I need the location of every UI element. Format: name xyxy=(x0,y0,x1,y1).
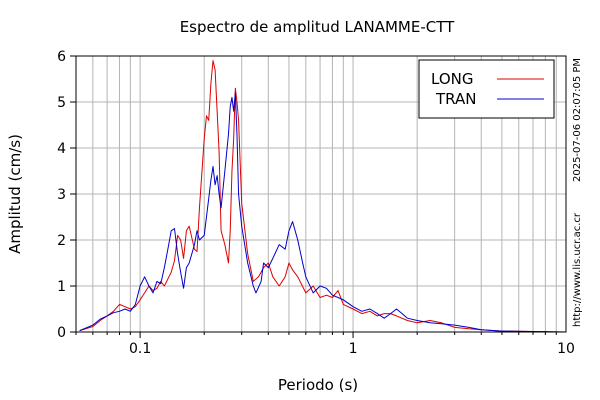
y-tick-label: 0 xyxy=(57,325,66,341)
y-tick-label: 3 xyxy=(57,187,66,203)
grid xyxy=(75,56,566,332)
y-tick-label: 5 xyxy=(57,95,66,111)
legend-label-long: LONG xyxy=(431,70,473,88)
tick-layer: 0 1 2 3 4 5 6 0.1 1 10 xyxy=(57,49,575,357)
y-tick-label: 2 xyxy=(57,233,66,249)
y-axis-label: Amplitud (cm/s) xyxy=(6,134,24,254)
legend: LONG TRAN xyxy=(418,59,555,119)
x-axis-label: Periodo (s) xyxy=(278,376,358,394)
y-tick-label: 1 xyxy=(57,279,66,295)
legend-label-tran: TRAN xyxy=(435,90,476,108)
legend-box xyxy=(418,59,555,119)
y-tick-label: 4 xyxy=(57,141,66,157)
chart-title: Espectro de amplitud LANAMME-CTT xyxy=(180,18,455,36)
x-tick-label: 1 xyxy=(349,341,358,357)
series-line-long xyxy=(79,60,567,333)
series-layer xyxy=(79,60,567,333)
x-tick-label: 0.1 xyxy=(129,341,151,357)
y-tick-label: 6 xyxy=(57,49,66,65)
source-url-text: http://www.lis.ucr.ac.cr xyxy=(572,212,583,327)
timestamp-text: 2025-07-06 02:07:05 PM xyxy=(572,58,583,182)
series-line-tran xyxy=(79,92,567,333)
x-tick-label: 10 xyxy=(557,341,575,357)
